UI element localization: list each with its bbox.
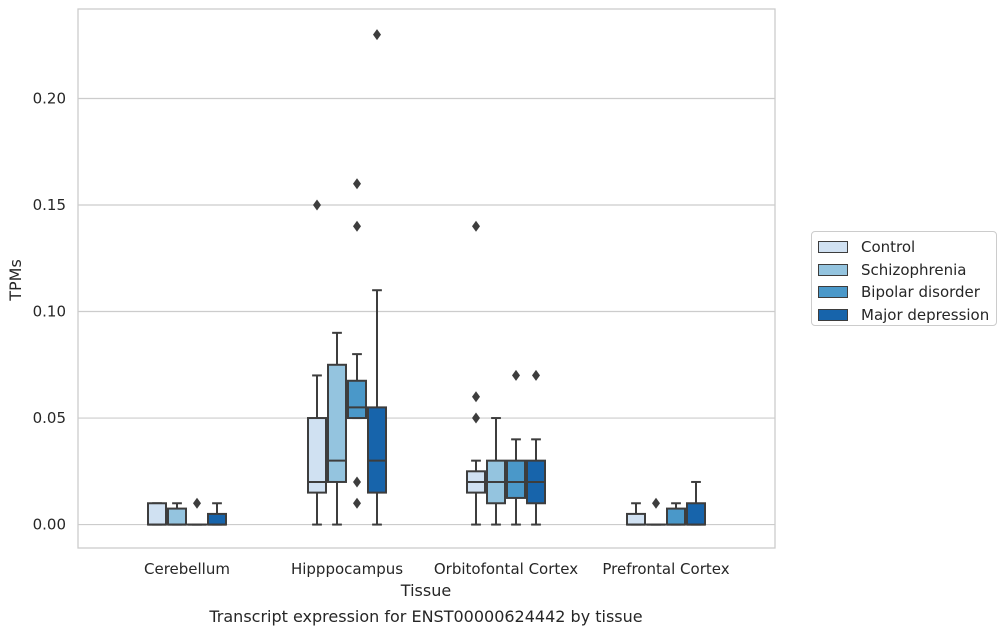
box-body: [207, 512, 227, 526]
y-tick-label: 0.15: [33, 196, 66, 214]
legend-label: Bipolar disorder: [861, 283, 980, 302]
box-body: [347, 379, 367, 420]
legend-swatch: [818, 286, 848, 299]
box-3-1: [646, 497, 666, 526]
outlier-point: [652, 497, 660, 509]
legend-swatch: [818, 308, 848, 321]
box-body: [666, 507, 686, 526]
x-tick-label: Prefrontal Cortex: [602, 560, 729, 578]
box-1-2: [347, 178, 367, 509]
box-body: [506, 459, 526, 499]
box-3-0: [626, 502, 646, 526]
outlier-point: [313, 199, 321, 211]
legend-item: Control: [818, 236, 996, 259]
y-tick-label: 0.00: [33, 516, 66, 534]
box-1-0: [307, 199, 327, 526]
box-3-2: [666, 502, 686, 526]
legend-item: Major depression: [818, 304, 996, 327]
box-1-1: [327, 331, 347, 526]
legend-item: Bipolar disorder: [818, 281, 996, 304]
outlier-point: [373, 29, 381, 41]
box-body: [367, 406, 387, 494]
box-body: [307, 417, 327, 494]
outlier-point: [353, 497, 361, 509]
y-tick-label: 0.10: [33, 303, 66, 321]
chart-title: Transcript expression for ENST0000062444…: [208, 607, 642, 626]
legend-item: Schizophrenia: [818, 259, 996, 282]
box-body: [327, 363, 347, 483]
outlier-point: [512, 369, 520, 381]
x-tick-label: Cerebellum: [144, 560, 230, 578]
box-body: [686, 502, 706, 526]
x-axis-label: Tissue: [400, 581, 451, 600]
outlier-point: [472, 412, 480, 424]
y-tick-label: 0.05: [33, 409, 66, 427]
legend-label: Schizophrenia: [861, 260, 967, 279]
plot-frame: [77, 8, 776, 549]
legend-swatch: [818, 263, 848, 276]
legend-label: Control: [861, 238, 916, 257]
box-2-3: [526, 369, 546, 526]
box-0-1: [167, 502, 187, 526]
legend: Control Schizophrenia Bipolar disorder Majo…: [811, 231, 997, 326]
grid-lines: [78, 97, 775, 526]
x-tick-label: Orbitofontal Cortex: [434, 560, 578, 578]
box-2-1: [486, 417, 506, 526]
box-body: [167, 507, 187, 526]
outlier-point: [532, 369, 540, 381]
outlier-point: [353, 476, 361, 488]
box-0-2: [187, 497, 207, 526]
box-body: [626, 512, 646, 526]
y-tick-labels: 0.00 0.05 0.10 0.15 0.20: [33, 89, 66, 533]
outlier-point: [353, 220, 361, 232]
x-tick-label: Hipppocampus: [291, 560, 403, 578]
outlier-point: [193, 497, 201, 509]
x-tick-labels: Cerebellum Hipppocampus Orbitofontal Corte…: [144, 560, 730, 578]
outlier-point: [472, 391, 480, 403]
box-0-3: [207, 502, 227, 526]
legend-label: Major depression: [861, 305, 990, 324]
box-body: [147, 502, 167, 526]
box-2-0: [466, 220, 486, 526]
box-0-0: [147, 502, 167, 526]
y-axis-label: TPMs: [6, 259, 25, 302]
box-1-3: [367, 29, 387, 526]
legend-swatch: [818, 241, 848, 254]
y-tick-label: 0.20: [33, 89, 66, 107]
boxes: [147, 29, 706, 526]
outlier-point: [472, 220, 480, 232]
box-2-2: [506, 369, 526, 526]
outlier-point: [353, 178, 361, 190]
box-3-3: [686, 480, 706, 526]
